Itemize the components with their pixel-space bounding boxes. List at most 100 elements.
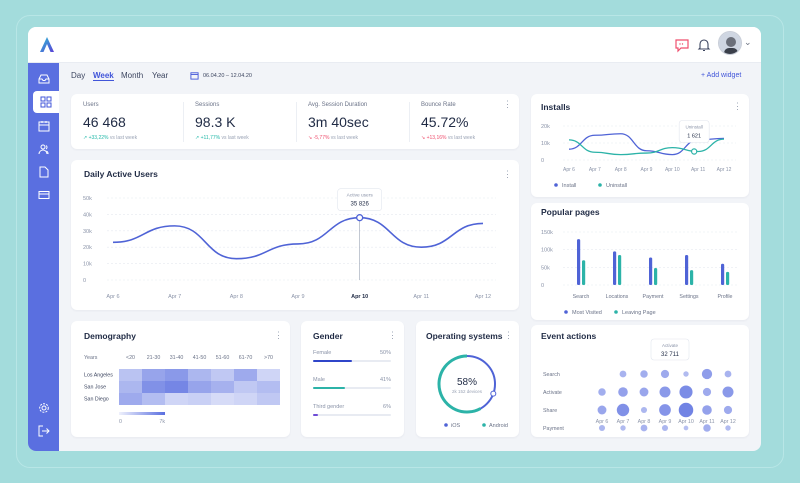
x-tick-label: Settings — [679, 294, 698, 300]
installs-chart: 20k 10k 0 Apr 6 Apr 7 Apr 8 Apr 9 Apr 10 Apr 11 A… — [541, 120, 736, 189]
heatmap-cell — [142, 369, 165, 381]
x-tick-label: Profile — [717, 294, 732, 300]
legend-dot — [598, 183, 602, 187]
heatmap-cell — [211, 381, 234, 393]
event-bubble — [723, 405, 733, 415]
event-bubble — [660, 369, 670, 379]
kpi-value: 46 468 — [83, 114, 126, 130]
tab-month[interactable]: Month — [121, 71, 144, 80]
tab-year[interactable]: Year — [152, 71, 169, 80]
sidebar-item-documents[interactable] — [28, 161, 59, 183]
event-bubble — [640, 370, 648, 378]
sidebar-item-logout[interactable] — [28, 420, 59, 442]
sidebar-item-settings[interactable] — [28, 397, 59, 419]
gender-label: Female — [313, 350, 332, 356]
gender-bar-fill — [313, 360, 352, 362]
kpi-change: ↘ +13,16% vs last week — [421, 135, 475, 141]
x-tick-label: Apr 12 — [720, 419, 736, 425]
sidebar-item-payments[interactable] — [28, 184, 59, 206]
event-bubble — [683, 371, 689, 377]
more-icon[interactable]: ⋮ — [733, 101, 742, 111]
kpi-value: 3m 40sec — [308, 114, 369, 130]
x-tick-label: Apr 7 — [168, 294, 181, 300]
donut-subtitle: 2k 152 devices — [452, 389, 483, 394]
bell-icon[interactable] — [696, 37, 712, 53]
sidebar-item-dashboard[interactable] — [33, 91, 59, 113]
sidebar-item-users[interactable] — [28, 138, 59, 160]
installs-line-uninstall — [568, 138, 725, 156]
row-label: San Diego — [84, 397, 109, 403]
gender-bar-track — [313, 387, 391, 389]
kpi-value: 45.72% — [421, 114, 469, 130]
gender-percent: 41% — [379, 377, 391, 383]
calendar-icon[interactable] — [190, 71, 199, 80]
outer-frame — [16, 15, 784, 468]
add-widget-button[interactable]: + Add widget — [701, 72, 742, 79]
event-bubble — [619, 370, 627, 378]
legend-label: Most Visited — [572, 310, 602, 316]
heatmap-cell — [165, 369, 188, 381]
row-label: San Jose — [84, 385, 106, 391]
event-bubble — [640, 406, 648, 414]
y-tick-label: 40k — [83, 212, 92, 218]
logo-icon[interactable] — [38, 36, 56, 54]
donut-android — [437, 354, 482, 414]
row-label: Search — [543, 372, 560, 378]
more-icon[interactable]: ⋮ — [274, 330, 283, 340]
demography-heatmap: Years <20 21-30 31-40 41-50 51-60 61-70 >70 Los … — [84, 355, 280, 425]
date-range[interactable]: 06.04.20 – 12.04.20 — [203, 73, 252, 79]
sidebar-item-inbox[interactable] — [28, 68, 59, 90]
x-tick-label: Apr 7 — [617, 419, 630, 425]
data-point-highlight — [690, 148, 698, 155]
y-tick-label: 20k — [83, 245, 92, 251]
more-icon[interactable]: ⋮ — [503, 169, 512, 179]
user-avatar[interactable] — [718, 31, 742, 55]
kpi-change: ↗ +11,77% vs last week — [195, 135, 249, 141]
legend-dot — [444, 423, 448, 427]
tooltip-value: 32 711 — [661, 352, 680, 358]
card-title: Popular pages — [541, 207, 600, 217]
more-icon[interactable]: ⋮ — [504, 330, 513, 340]
kpi-change-suffix: vs last week — [329, 135, 359, 141]
kpi-label: Bounce Rate — [421, 102, 456, 108]
legend-dot — [614, 310, 618, 314]
y-tick-label: 0 — [83, 278, 86, 284]
heatmap-cell — [165, 393, 188, 405]
scale-max: 7k — [159, 419, 165, 425]
dashboard-app: ⌄ Day Week Month Year 06.04.20 – 12.04.2 — [28, 27, 761, 451]
daily-active-users-card: Daily Active Users ⋮ 50k 40k 30k 20k 10k 0 Apr… — [71, 160, 519, 310]
chevron-down-icon[interactable]: ⌄ — [744, 37, 752, 47]
kpi-change-value: ↘ +13,16% — [421, 135, 447, 141]
event-bubble — [703, 424, 711, 432]
more-icon[interactable]: ⋮ — [503, 99, 512, 109]
card-title: Gender — [313, 331, 343, 341]
x-tick-label: Apr 6 — [563, 167, 575, 173]
kpi-change-suffix: vs last week — [108, 135, 138, 141]
tooltip-value: 1 621 — [687, 134, 701, 140]
chat-icon[interactable] — [674, 37, 690, 53]
y-tick-label: 10k — [83, 262, 92, 268]
bar-most-visited — [649, 257, 653, 285]
heatmap-cell — [234, 393, 257, 405]
gender-label: Third gender — [313, 404, 345, 410]
kpi-change: ↘ -5,77% vs last week — [308, 135, 358, 141]
event-actions-bubble-chart: Search Activate Share Payment Apr 6 Apr 7 Apr … — [543, 338, 736, 432]
x-tick-label: Apr 11 — [691, 167, 706, 173]
tab-day[interactable]: Day — [71, 71, 86, 80]
tab-week[interactable]: Week — [93, 71, 114, 81]
event-bubble — [618, 387, 628, 397]
y-tick-label: 50k — [541, 265, 550, 271]
y-tick-label: 20k — [541, 124, 550, 130]
x-tick-label: Apr 10 — [665, 167, 680, 173]
bar-most-visited — [613, 251, 617, 285]
tooltip-label: Activate — [662, 343, 679, 348]
tooltip — [650, 338, 690, 361]
legend-label: Uninstall — [606, 183, 627, 189]
card-icon — [38, 191, 49, 199]
more-icon[interactable]: ⋮ — [388, 330, 397, 340]
dau-line — [112, 216, 484, 260]
event-bubble — [598, 388, 606, 396]
dau-chart: 50k 40k 30k 20k 10k 0 Apr 6 Apr 7 Apr 8 Apr 9 Apr … — [83, 188, 496, 300]
bar-leaving-page — [690, 270, 694, 285]
sidebar-item-calendar[interactable] — [28, 115, 59, 137]
